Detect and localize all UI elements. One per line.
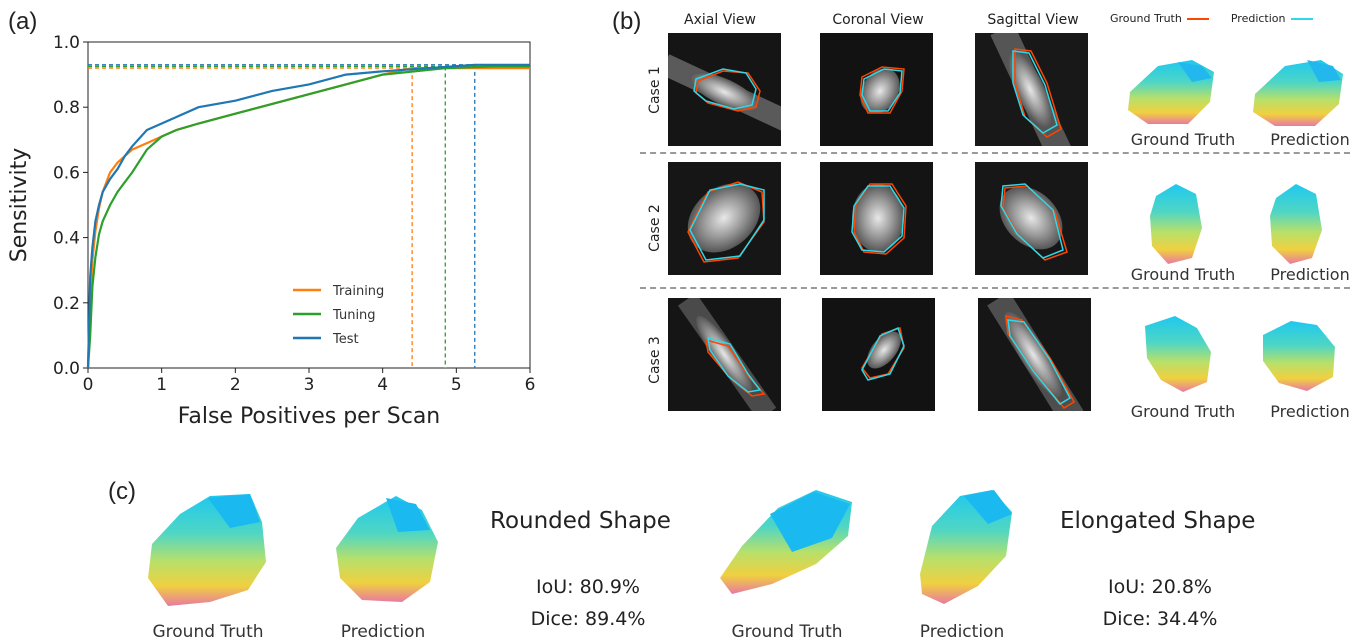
- elongated-iou: IoU: 20.8%: [1108, 576, 1212, 598]
- case2-gt-mesh: [1150, 184, 1202, 264]
- chart-legend: Training Tuning Test: [293, 284, 384, 347]
- view-title-axial: Axial View: [684, 12, 756, 28]
- series-lines: [86, 63, 530, 369]
- y-axis-label: Sensitivity: [7, 148, 32, 263]
- x-tick-label: 1: [156, 375, 167, 395]
- legend-gt-swatch: [1187, 18, 1210, 20]
- rounded-dice: Dice: 89.4%: [530, 608, 646, 630]
- x-tick-label: 2: [230, 375, 241, 395]
- y-axis: 0.0 0.2 0.4 0.6 0.8 1.0: [53, 33, 88, 379]
- elongated-dice: Dice: 34.4%: [1102, 608, 1218, 630]
- rounded-pred-caption: Prediction: [340, 622, 426, 642]
- x-tick-label: 4: [377, 375, 388, 395]
- y-tick-label: 0.6: [53, 163, 80, 183]
- legend-pred-swatch: [1291, 18, 1313, 20]
- overlay-legend: Ground Truth Prediction: [1110, 12, 1313, 25]
- case3-gt-caption: Ground Truth: [1130, 402, 1236, 421]
- case3-sagittal-scan: [978, 298, 1091, 411]
- x-tick-label: 0: [83, 375, 94, 395]
- case1-axial-scan: [668, 33, 781, 146]
- case-separator-1: [640, 152, 1350, 154]
- series-test: [86, 63, 530, 369]
- elongated-shape-title: Elongated Shape: [1060, 508, 1256, 534]
- rounded-gt-caption: Ground Truth: [152, 622, 264, 642]
- y-tick-label: 0.2: [53, 294, 80, 314]
- case3-coronal-scan: [822, 298, 935, 411]
- legend-label-tuning: Tuning: [332, 308, 376, 323]
- x-axis: 0 1 2 3 4 5 6: [83, 368, 536, 395]
- rounded-shape-title: Rounded Shape: [490, 508, 671, 534]
- series-training: [86, 66, 530, 369]
- y-tick-label: 0.4: [53, 229, 80, 249]
- x-axis-label: False Positives per Scan: [178, 404, 441, 429]
- elongated-pred-caption: Prediction: [919, 622, 1005, 642]
- view-title-coronal: Coronal View: [832, 12, 924, 28]
- case2-pred-mesh: [1270, 184, 1322, 264]
- legend-label-training: Training: [332, 284, 384, 299]
- roc-chart: 0.0 0.2 0.4 0.6 0.8 1.0 0 1 2 3 4 5 6 False Positiv…: [7, 33, 536, 429]
- case1-gt-mesh: [1128, 60, 1214, 124]
- case3-pred-mesh: [1263, 321, 1335, 391]
- case1-pred-caption: Prediction: [1270, 130, 1350, 149]
- case1-gt-caption: Ground Truth: [1130, 130, 1236, 149]
- case-label-1: Case 1: [647, 66, 663, 114]
- elongated-gt-mesh: [720, 490, 852, 594]
- case1-pred-mesh: [1253, 60, 1343, 126]
- elongated-pred-mesh: [920, 490, 1012, 604]
- x-tick-label: 6: [525, 375, 536, 395]
- x-tick-label: 3: [304, 375, 315, 395]
- panel-b-label: (b): [612, 8, 642, 35]
- rounded-gt-mesh: [148, 494, 266, 606]
- case2-gt-caption: Ground Truth: [1130, 265, 1236, 284]
- case-separator-2: [640, 287, 1350, 289]
- y-tick-label: 0.0: [53, 359, 80, 379]
- plot-frame: [87, 41, 531, 369]
- view-title-sagittal: Sagittal View: [987, 12, 1079, 28]
- rounded-iou: IoU: 80.9%: [536, 576, 640, 598]
- case-label-2: Case 2: [647, 204, 663, 252]
- case3-gt-mesh: [1145, 316, 1211, 392]
- case3-pred-caption: Prediction: [1270, 402, 1350, 421]
- case1-sagittal-scan: [975, 33, 1088, 146]
- elongated-gt-caption: Ground Truth: [731, 622, 843, 642]
- rounded-pred-mesh: [336, 496, 438, 602]
- case2-axial-scan: [668, 162, 781, 275]
- legend-gt-label: Ground Truth: [1110, 12, 1182, 25]
- x-tick-label: 5: [451, 375, 462, 395]
- legend-label-test: Test: [332, 332, 359, 347]
- reference-lines: [88, 64, 530, 368]
- series-tuning: [86, 65, 530, 369]
- case2-coronal-scan: [820, 162, 933, 275]
- case-label-3: Case 3: [647, 336, 663, 384]
- panel-c-label: (c): [108, 478, 136, 505]
- panel-a-label: (a): [8, 8, 38, 35]
- case2-pred-caption: Prediction: [1270, 265, 1350, 284]
- y-tick-label: 1.0: [53, 33, 80, 53]
- case1-coronal-scan: [820, 33, 933, 146]
- legend-pred-label: Prediction: [1230, 12, 1286, 25]
- case2-sagittal-scan: [975, 162, 1088, 275]
- case3-axial-scan: [668, 298, 781, 411]
- y-tick-label: 0.8: [53, 98, 80, 118]
